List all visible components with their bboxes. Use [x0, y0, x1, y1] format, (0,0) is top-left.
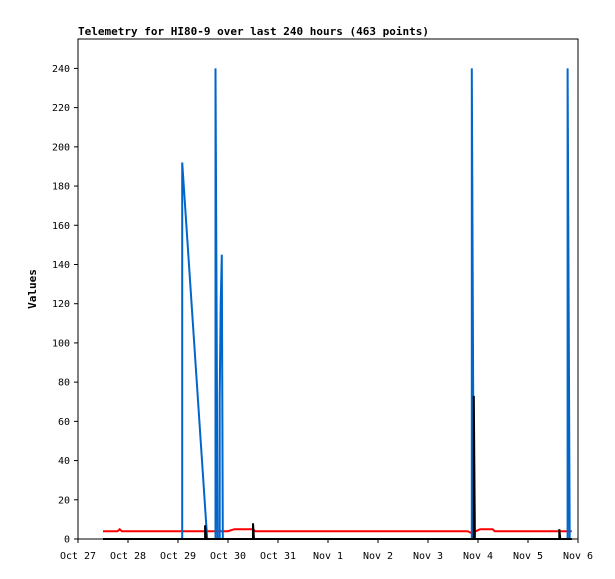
- x-axis: Oct 27 Oct 28 Oct 29 Oct 30 Oct 31 Nov 1 Nov 2…: [60, 539, 593, 562]
- y-tick-label: 140: [52, 260, 70, 271]
- y-tick-label: 160: [52, 221, 70, 232]
- x-tick-label: Oct 31: [260, 551, 296, 562]
- series-line-2: [103, 395, 572, 540]
- x-tick-label: Nov 4: [463, 551, 493, 562]
- series-line-1: [103, 68, 572, 540]
- x-tick-label: Nov 6: [563, 551, 593, 562]
- x-tick-label: Nov 3: [413, 551, 443, 562]
- y-tick-label: 200: [52, 142, 70, 153]
- x-tick-label: Oct 30: [210, 551, 246, 562]
- y-tick-label: 20: [58, 495, 70, 506]
- chart-title: Telemetry for HI80-9 over last 240 hours…: [78, 25, 429, 38]
- y-tick-label: 120: [52, 299, 70, 310]
- y-tick-label: 220: [52, 103, 70, 114]
- x-tick-label: Nov 1: [313, 551, 343, 562]
- series-layer: [103, 68, 572, 540]
- x-tick-label: Oct 28: [110, 551, 146, 562]
- y-tick-label: 0: [64, 535, 70, 546]
- x-tick-label: Oct 27: [60, 551, 96, 562]
- y-axis-label: Values: [26, 269, 39, 309]
- x-tick-label: Oct 29: [160, 551, 196, 562]
- x-tick-label: Nov 2: [363, 551, 393, 562]
- y-tick-label: 80: [58, 378, 70, 389]
- series-line-0: [103, 527, 572, 535]
- y-tick-label: 60: [58, 417, 70, 428]
- plot-frame: [77, 38, 579, 540]
- y-tick-label: 240: [52, 64, 70, 75]
- x-tick-label: Nov 5: [513, 551, 543, 562]
- y-tick-label: 100: [52, 338, 70, 349]
- y-axis: 0 20 40 60 80 100 120 140 160 180 200 220 240: [52, 64, 78, 546]
- y-tick-label: 180: [52, 182, 70, 193]
- y-tick-label: 40: [58, 456, 70, 467]
